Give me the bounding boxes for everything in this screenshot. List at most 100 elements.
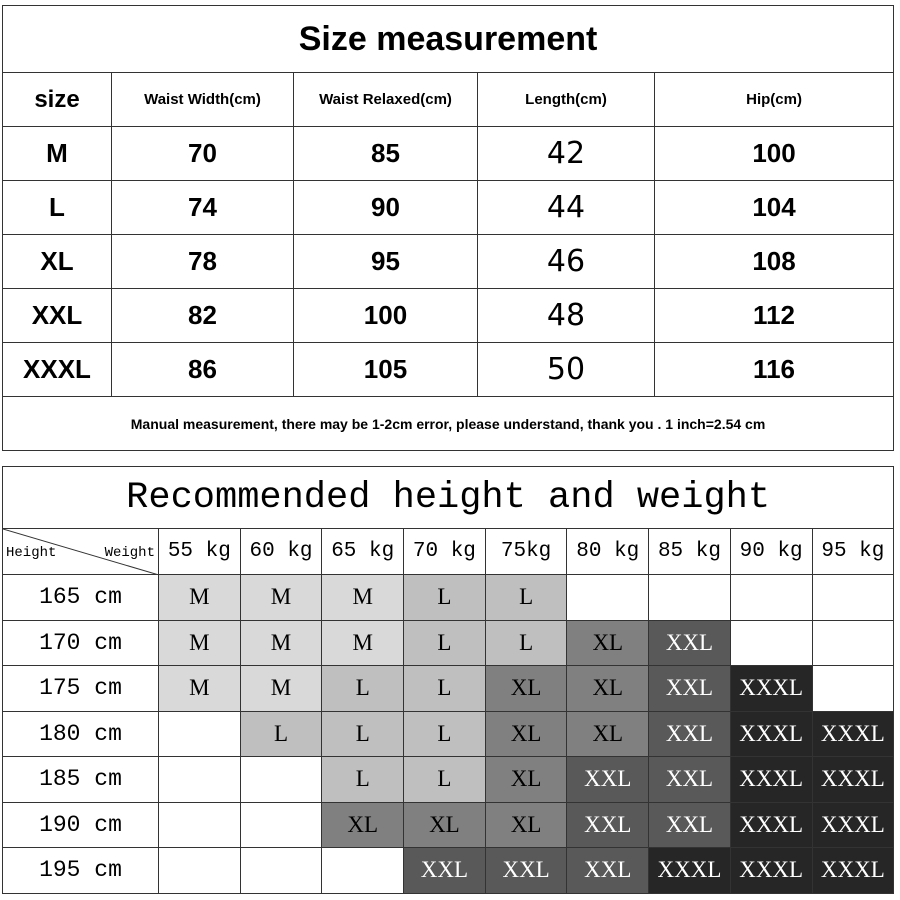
size-cell: M <box>158 574 241 621</box>
size-cell: M <box>239 665 323 712</box>
size-cell <box>729 619 813 666</box>
table-row: 190 cm XL XL XL XXL XXL XXXL XXXL <box>2 801 895 848</box>
size-cell: M <box>158 619 241 666</box>
table-row: 185 cm L L XL XXL XXL XXXL XXXL <box>2 756 895 803</box>
size-cell: L <box>403 756 486 803</box>
table-row: XXL 82 100 48 112 <box>2 288 895 343</box>
table-row: 175 cm M M L L XL XL XXL XXXL <box>2 665 895 712</box>
table-row: 195 cm XXL XXL XXL XXXL XXXL XXXL <box>2 847 895 894</box>
table-cell: 74 <box>111 180 294 235</box>
table-cell: 82 <box>111 288 294 343</box>
size-cell: M <box>239 619 323 666</box>
measurement-note: Manual measurement, there may be 1-2cm e… <box>1 396 895 451</box>
size-cell: L <box>403 710 486 757</box>
height-cell: 165 cm <box>2 574 159 621</box>
size-cell <box>239 756 323 803</box>
weight-header: 85 kg <box>648 528 731 575</box>
size-cell <box>321 847 405 894</box>
column-header: Waist Relaxed(cm) <box>293 72 478 127</box>
weight-header: 55 kg <box>158 528 241 575</box>
size-cell <box>648 574 731 621</box>
size-cell <box>729 574 813 621</box>
size-cell: XL <box>566 710 650 757</box>
size-cell: XXXL <box>729 801 813 848</box>
size-cell: M <box>321 619 405 666</box>
height-cell: 185 cm <box>2 756 159 803</box>
size-cell: XXXL <box>729 847 813 894</box>
table-row: L 74 90 44 104 <box>2 180 895 235</box>
size-cell: XL <box>566 619 650 666</box>
column-header: Hip(cm) <box>653 72 895 127</box>
height-cell: 190 cm <box>2 801 159 848</box>
table-cell: 104 <box>653 180 895 235</box>
table-cell: 105 <box>293 342 478 397</box>
table-row: 170 cm M M M L L XL XXL <box>2 619 895 666</box>
size-cell: XXXL <box>729 710 813 757</box>
table-cell: M <box>2 126 112 181</box>
size-cell: XXL <box>648 756 731 803</box>
size-cell: XL <box>484 801 568 848</box>
size-cell <box>811 665 895 712</box>
weight-header: 75kg <box>484 528 568 575</box>
weight-header: 90 kg <box>729 528 813 575</box>
size-cell: M <box>158 665 241 712</box>
column-header: Waist Width(cm) <box>111 72 294 127</box>
size-cell: L <box>321 665 405 712</box>
table-cell: 116 <box>653 342 895 397</box>
size-cell: L <box>484 619 568 666</box>
table-cell: 100 <box>293 288 478 343</box>
table-cell: 100 <box>653 126 895 181</box>
size-cell: XXXL <box>811 710 895 757</box>
size-cell: XXL <box>566 847 650 894</box>
table-cell: 70 <box>111 126 294 181</box>
size-cell: XXL <box>403 847 486 894</box>
size-cell <box>158 756 241 803</box>
size-cell: XXL <box>648 801 731 848</box>
size-cell: XL <box>484 665 568 712</box>
size-cell: L <box>403 665 486 712</box>
weight-header: 95 kg <box>811 528 895 575</box>
size-cell: XXL <box>484 847 568 894</box>
table-row: XL 78 95 46 108 <box>2 234 895 289</box>
table-cell: XXXL <box>2 342 112 397</box>
weight-header: 65 kg <box>321 528 405 575</box>
recommend-table-title: Recommended height and weight <box>1 466 895 529</box>
size-cell: L <box>321 710 405 757</box>
table-row: 180 cm L L L XL XL XXL XXXL XXXL <box>2 710 895 757</box>
size-cell: XL <box>566 665 650 712</box>
size-cell: XXXL <box>729 665 813 712</box>
size-cell: XXXL <box>729 756 813 803</box>
size-cell: L <box>484 574 568 621</box>
size-cell: XXL <box>566 756 650 803</box>
size-cell: L <box>239 710 323 757</box>
table-cell: 112 <box>653 288 895 343</box>
size-cell <box>811 619 895 666</box>
table-cell: XXL <box>2 288 112 343</box>
corner-header: Height Weight <box>2 528 159 575</box>
size-cell: XXXL <box>811 801 895 848</box>
size-cell: XXXL <box>811 756 895 803</box>
column-header: size <box>2 72 112 127</box>
size-cell: M <box>321 574 405 621</box>
size-cell <box>239 847 323 894</box>
height-cell: 195 cm <box>2 847 159 894</box>
size-cell: XL <box>484 710 568 757</box>
table-cell: 48 <box>477 288 655 343</box>
table-cell: 86 <box>111 342 294 397</box>
weight-header: 60 kg <box>239 528 323 575</box>
size-cell: L <box>403 574 486 621</box>
height-cell: 180 cm <box>2 710 159 757</box>
size-cell: L <box>403 619 486 666</box>
size-cell <box>158 847 241 894</box>
size-cell <box>811 574 895 621</box>
height-cell: 170 cm <box>2 619 159 666</box>
table-cell: 42 <box>477 126 655 181</box>
table-cell: 95 <box>293 234 478 289</box>
size-cell: XL <box>403 801 486 848</box>
size-cell: XL <box>321 801 405 848</box>
weight-header: 80 kg <box>566 528 650 575</box>
size-cell <box>158 801 241 848</box>
weight-header: 70 kg <box>403 528 486 575</box>
size-cell <box>566 574 650 621</box>
table-cell: 46 <box>477 234 655 289</box>
